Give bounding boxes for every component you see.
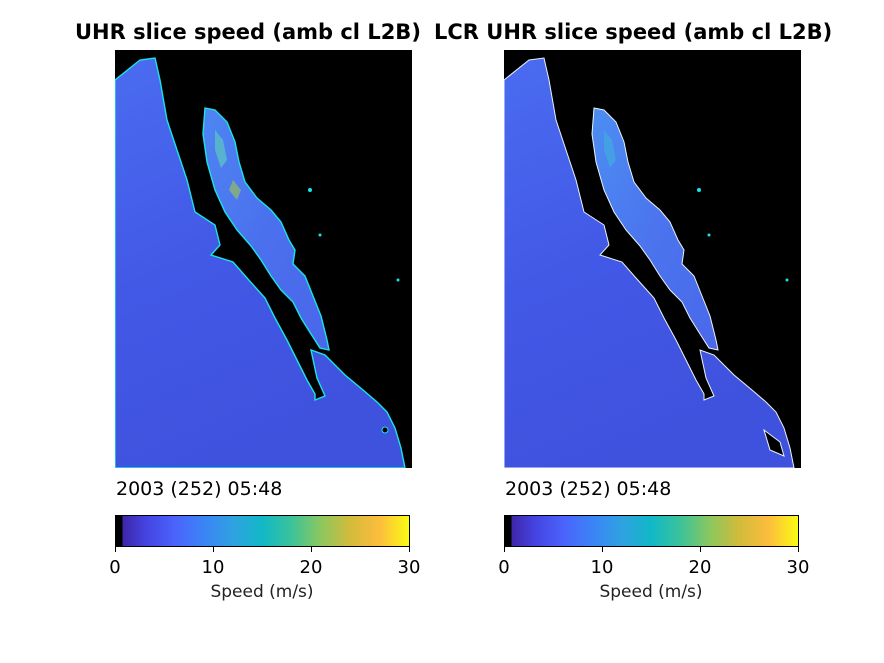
timestamp: 2003 (252) 05:48 xyxy=(505,478,672,500)
colorbar-tick xyxy=(409,547,410,552)
ocean-region xyxy=(504,57,795,468)
colorbar-label: Speed (m/s) xyxy=(599,582,703,602)
colorbar-tick xyxy=(700,547,701,552)
map-image xyxy=(504,50,801,468)
panel-title: LCR UHR slice speed (amb cl L2B) xyxy=(434,20,833,44)
map-image xyxy=(115,50,412,468)
colorbar-label: Speed (m/s) xyxy=(210,582,314,602)
colorbar-tick xyxy=(504,547,505,552)
colorbar-tick-label: 30 xyxy=(786,557,810,578)
colorbar xyxy=(115,515,410,547)
gulf-region xyxy=(202,107,330,351)
colorbar-tick xyxy=(311,547,312,552)
timestamp: 2003 (252) 05:48 xyxy=(116,478,283,500)
wind-speed-map xyxy=(504,50,801,468)
colorbar xyxy=(504,515,799,547)
colorbar-tick-label: 20 xyxy=(688,557,712,578)
colorbar-tick xyxy=(115,547,116,552)
colorbar-tick-label: 0 xyxy=(109,557,121,578)
colorbar-tick-label: 10 xyxy=(590,557,614,578)
colorbar-tick xyxy=(213,547,214,552)
colorbar-tick-label: 10 xyxy=(201,557,225,578)
colorbar-tick xyxy=(602,547,603,552)
wind-speed-map xyxy=(115,50,412,468)
colorbar-tick-label: 20 xyxy=(299,557,323,578)
colorbar-tick-label: 30 xyxy=(397,557,421,578)
panel-title: UHR slice speed (amb cl L2B) xyxy=(75,20,421,44)
colorbar-tick xyxy=(798,547,799,552)
colorbar-tick-label: 0 xyxy=(498,557,510,578)
gulf-region xyxy=(591,107,719,351)
ocean-region xyxy=(115,57,406,468)
